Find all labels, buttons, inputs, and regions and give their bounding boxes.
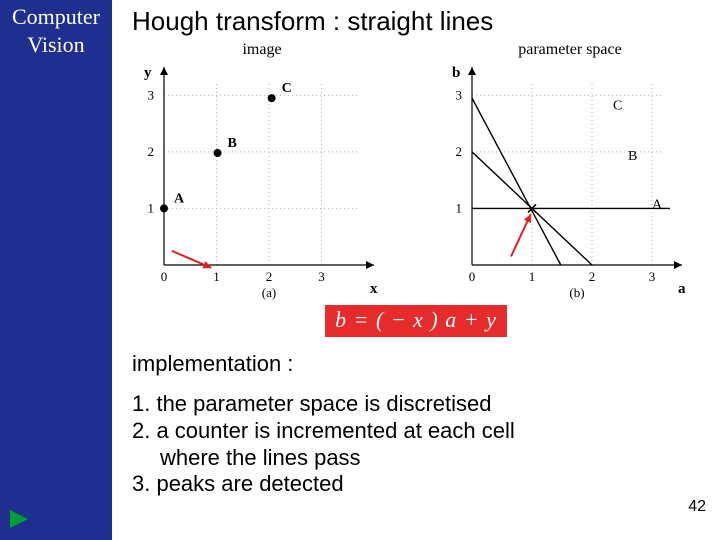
svg-text:A: A [652,197,663,212]
svg-text:3: 3 [318,269,325,284]
main-content: Hough transform : straight lines image 0… [112,0,720,540]
figure-param-title: parameter space [518,41,621,59]
formula-box: b = ( − x ) a + y [325,305,507,337]
sidebar: Computer Vision [0,0,112,540]
impl-item-2: 2. a counter is incremented at each cell [132,418,700,445]
sidebar-title-1: Computer [0,4,112,30]
svg-text:C: C [613,98,622,113]
svg-text:C: C [282,81,292,96]
svg-text:3: 3 [649,269,656,284]
svg-text:B: B [628,149,637,164]
svg-text:0: 0 [161,269,168,284]
svg-text:2: 2 [266,269,273,284]
svg-text:x: x [370,281,378,297]
figures-row: image 0 1 2 3 1 2 3 x y (a) A B C parameter space 0 1… [132,41,700,301]
svg-text:3: 3 [456,87,463,102]
svg-text:3: 3 [148,87,155,102]
implementation-label: implementation : [132,351,700,377]
slide-root: Computer Vision Hough transform : straig… [0,0,720,540]
svg-text:a: a [678,281,686,297]
implementation-list: 1. the parameter space is discretised 2.… [132,391,700,498]
figure-param-space: parameter space 0 1 2 3 1 2 3 a b (b) A B C [440,41,700,301]
parameter-space-plot: 0 1 2 3 1 2 3 a b (b) A B C [440,61,700,301]
svg-text:0: 0 [469,269,476,284]
svg-text:B: B [228,136,237,151]
svg-text:(a): (a) [262,285,276,300]
svg-text:A: A [174,191,185,206]
slide-title: Hough transform : straight lines [132,6,700,37]
right-arrow-icon [8,508,30,530]
impl-item-1: 1. the parameter space is discretised [132,391,700,418]
svg-text:2: 2 [148,144,155,159]
svg-text:1: 1 [213,269,220,284]
impl-item-3: 3. peaks are detected [132,471,700,498]
formula-row: b = ( − x ) a + y [132,305,700,337]
page-number: 42 [688,498,706,516]
svg-text:y: y [144,65,152,81]
sidebar-title-2: Vision [0,32,112,58]
svg-text:(b): (b) [569,285,584,300]
svg-text:2: 2 [589,269,596,284]
figure-image-space: image 0 1 2 3 1 2 3 x y (a) A B C [132,41,392,301]
impl-item-2b: where the lines pass [132,445,700,472]
figure-image-title: image [242,41,281,59]
svg-text:2: 2 [456,144,463,159]
svg-text:1: 1 [529,269,536,284]
svg-text:1: 1 [148,200,155,215]
svg-text:b: b [452,65,460,81]
svg-text:1: 1 [456,200,463,215]
image-space-plot: 0 1 2 3 1 2 3 x y (a) A B C [132,61,392,301]
